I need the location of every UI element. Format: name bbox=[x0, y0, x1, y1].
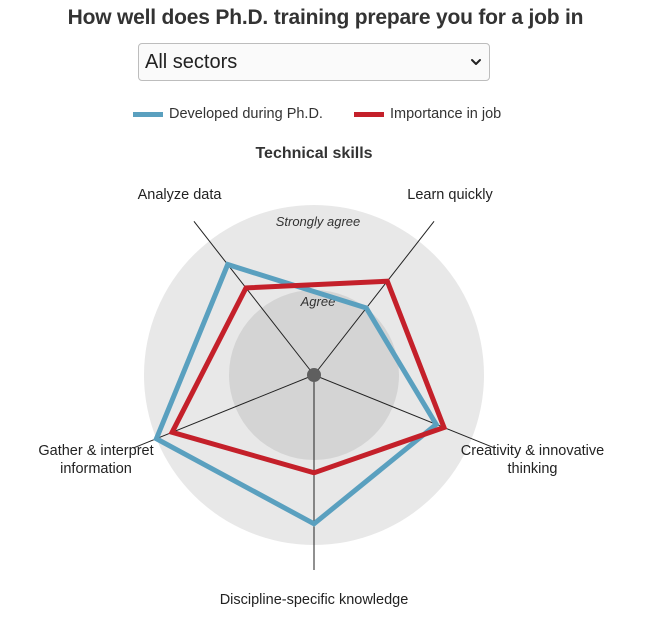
legend-swatch-importance bbox=[354, 111, 384, 117]
axis-label-3: Gather & interpret information bbox=[26, 442, 166, 478]
axis-line-1 bbox=[313, 374, 495, 449]
sector-select[interactable]: All sectors bbox=[138, 43, 490, 81]
series-polygon-importance bbox=[168, 278, 448, 476]
legend-label-developed: Developed during Ph.D. bbox=[169, 106, 323, 122]
chart-title: Technical skills bbox=[255, 145, 373, 162]
legend-item-importance: Importance in job bbox=[354, 106, 501, 122]
sector-select-value: All sectors bbox=[145, 51, 238, 73]
axis-label-line: Analyze data bbox=[137, 187, 222, 203]
axis-label-line: Discipline-specific knowledge bbox=[219, 592, 409, 608]
axis-label-line: thinking bbox=[507, 461, 558, 477]
axis-label-line: Creativity & innovative bbox=[460, 443, 605, 459]
axis-label-1: Creativity & innovative thinking bbox=[450, 442, 615, 478]
chart-legend: Developed during Ph.D. Importance in job bbox=[0, 106, 651, 126]
ring-label-strongly-agree: Strongly agree bbox=[276, 214, 361, 229]
axis-label-line: Gather & interpret bbox=[38, 443, 154, 459]
axis-label-4: Analyze data bbox=[112, 186, 247, 204]
legend-item-developed: Developed during Ph.D. bbox=[133, 106, 323, 122]
chevron-down-icon bbox=[471, 59, 481, 65]
axis-label-line: information bbox=[60, 461, 132, 477]
series-polygon-developed bbox=[153, 261, 440, 527]
axis-label-2: Discipline-specific knowledge bbox=[194, 591, 434, 609]
page-title: How well does Ph.D. training prepare you… bbox=[67, 6, 584, 29]
legend-swatch-developed bbox=[133, 111, 163, 117]
center-dot bbox=[307, 368, 321, 382]
axis-line-3 bbox=[133, 374, 315, 449]
legend-label-importance: Importance in job bbox=[390, 106, 502, 122]
axis-line-0 bbox=[313, 221, 435, 376]
axis-label-line: Learn quickly bbox=[407, 187, 493, 203]
axis-line-4 bbox=[193, 221, 315, 376]
axis-label-0: Learn quickly bbox=[380, 186, 520, 204]
